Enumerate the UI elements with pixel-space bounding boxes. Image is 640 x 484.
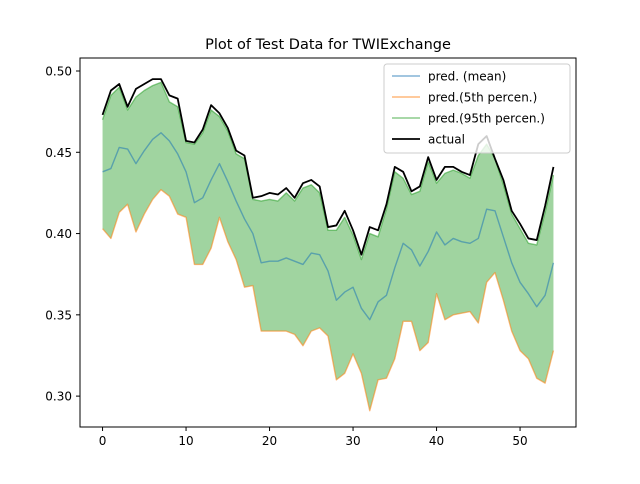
axes: 0 10 20 30 40 50 0.30 0.35 0.40 0.45 0.50 [45, 57, 577, 448]
series-line-pred-1 [102, 188, 555, 412]
y-tick-label: 0.30 [45, 390, 72, 404]
legend-label: actual [428, 133, 465, 147]
x-tick-label: 50 [512, 434, 527, 448]
axes-frame [79, 57, 577, 428]
series-line-pred-2 [101, 81, 555, 261]
y-tick-label: 0.40 [45, 227, 72, 241]
x-tick-label: 10 [178, 434, 193, 448]
x-tick-label: 30 [345, 434, 360, 448]
x-tick-label: 40 [429, 434, 444, 448]
y-tick-label: 0.35 [45, 308, 72, 322]
y-tick-label: 0.50 [45, 65, 72, 79]
x-tick-label: 20 [262, 434, 277, 448]
legend-label: pred.(5th percen.) [428, 91, 537, 105]
plot-area [101, 78, 555, 412]
legend-box [383, 63, 571, 154]
legend-label: pred. (mean) [428, 70, 506, 84]
legend-label: pred.(95th percen.) [428, 112, 545, 126]
series-line-pred-0 [102, 132, 555, 321]
x-tick-label: 0 [99, 434, 107, 448]
chart-title: Plot of Test Data for TWIExchange [205, 37, 451, 53]
legend: pred. (mean) pred.(5th percen.) pred.(95th… [383, 63, 571, 154]
y-tick-label: 0.45 [45, 146, 72, 160]
confidence-band-area [102, 82, 554, 411]
